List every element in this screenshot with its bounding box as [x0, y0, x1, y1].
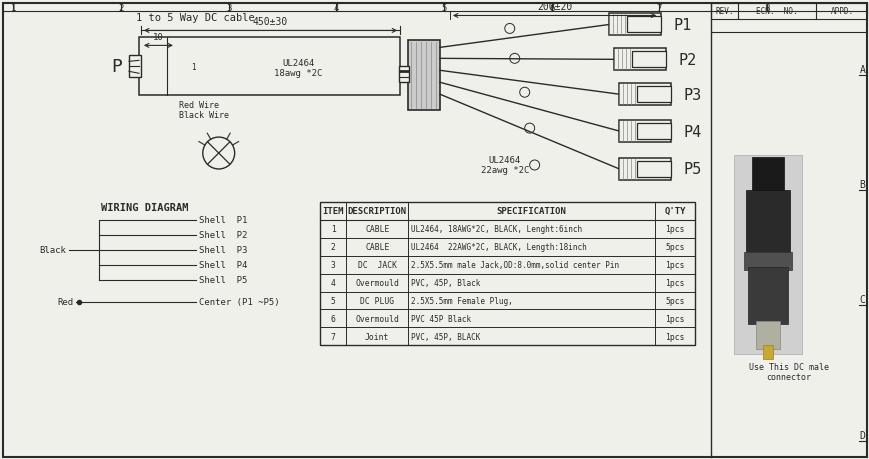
- Text: 3: 3: [226, 4, 231, 13]
- Text: PVC, 45P, Black: PVC, 45P, Black: [411, 279, 480, 287]
- Text: 3: 3: [330, 261, 335, 269]
- Bar: [755, 322, 779, 350]
- Text: 2.5X5.5mm male Jack,OD:8.0mm,solid center Pin: 2.5X5.5mm male Jack,OD:8.0mm,solid cente…: [411, 261, 619, 269]
- Bar: [762, 346, 772, 359]
- Text: 7: 7: [330, 332, 335, 341]
- Text: 1pcs: 1pcs: [665, 332, 684, 341]
- Text: 4: 4: [330, 279, 335, 287]
- Text: B: B: [859, 179, 865, 190]
- Text: P3: P3: [682, 88, 700, 102]
- Text: 1pcs: 1pcs: [665, 314, 684, 323]
- Text: 5pcs: 5pcs: [665, 297, 684, 305]
- Text: 450±30: 450±30: [253, 17, 288, 28]
- Text: WIRING DIAGRAM: WIRING DIAGRAM: [101, 202, 189, 213]
- Bar: [751, 157, 783, 193]
- Bar: [608, 14, 660, 36]
- Text: P4: P4: [682, 124, 700, 139]
- Text: SPECIFICATION: SPECIFICATION: [496, 207, 566, 216]
- Text: DESCRIPTION: DESCRIPTION: [348, 207, 407, 216]
- Bar: [619, 84, 671, 106]
- Text: Black Wire: Black Wire: [179, 111, 229, 120]
- Text: Red Wire: Red Wire: [179, 101, 219, 110]
- Text: Black: Black: [39, 246, 66, 255]
- Text: UL2464  22AWG*2C, BLACK, Length:18inch: UL2464 22AWG*2C, BLACK, Length:18inch: [411, 243, 587, 252]
- Bar: [637, 124, 671, 140]
- Bar: [619, 159, 671, 180]
- Text: A: A: [859, 65, 865, 75]
- Bar: [733, 156, 801, 354]
- Text: ECN.  NO.: ECN. NO.: [755, 7, 797, 17]
- Text: 7: 7: [656, 4, 661, 13]
- Text: 2.5X5.5mm Female Plug,: 2.5X5.5mm Female Plug,: [411, 297, 512, 305]
- Text: P5: P5: [682, 162, 700, 177]
- Text: PVC, 45P, BLACK: PVC, 45P, BLACK: [411, 332, 480, 341]
- Text: Shell  P1: Shell P1: [198, 216, 247, 225]
- Text: 1pcs: 1pcs: [665, 279, 684, 287]
- Bar: [637, 162, 671, 178]
- Text: P2: P2: [678, 53, 696, 67]
- Text: 6: 6: [548, 4, 554, 13]
- Text: 1: 1: [330, 225, 335, 234]
- Bar: [320, 202, 694, 346]
- Bar: [139, 38, 400, 96]
- Text: Overmould: Overmould: [355, 279, 399, 287]
- Bar: [408, 41, 440, 111]
- Text: Overmould: Overmould: [355, 314, 399, 323]
- Text: Use This DC male: Use This DC male: [748, 363, 828, 371]
- Text: DC PLUG: DC PLUG: [360, 297, 394, 305]
- Text: 8: 8: [763, 4, 769, 13]
- Text: Joint: Joint: [365, 332, 389, 341]
- Text: 2: 2: [118, 4, 123, 13]
- Text: REV.: REV.: [714, 7, 733, 17]
- Text: Shell  P3: Shell P3: [198, 246, 247, 255]
- Text: 1: 1: [10, 4, 16, 13]
- Bar: [745, 190, 789, 255]
- Text: ITEM: ITEM: [322, 207, 344, 216]
- Bar: [399, 67, 408, 83]
- Bar: [619, 121, 671, 143]
- Text: 4: 4: [333, 4, 339, 13]
- Text: connector: connector: [766, 372, 811, 381]
- Bar: [743, 252, 791, 270]
- Text: 1: 1: [191, 63, 196, 72]
- Text: P1: P1: [673, 18, 691, 33]
- Text: UL2464, 18AWG*2C, BLACK, Lenght:6inch: UL2464, 18AWG*2C, BLACK, Lenght:6inch: [411, 225, 581, 234]
- Text: 5: 5: [441, 4, 446, 13]
- Text: 5: 5: [330, 297, 335, 305]
- Text: 1pcs: 1pcs: [665, 225, 684, 234]
- Bar: [129, 56, 141, 78]
- Text: 10: 10: [152, 34, 163, 42]
- Text: PVC 45P Black: PVC 45P Black: [411, 314, 471, 323]
- Text: UL2464
22awg *2C: UL2464 22awg *2C: [480, 156, 528, 175]
- Text: C: C: [859, 294, 865, 304]
- Text: 2: 2: [330, 243, 335, 252]
- Text: P: P: [111, 58, 123, 76]
- Text: 6: 6: [330, 314, 335, 323]
- Text: 18awg *2C: 18awg *2C: [274, 69, 322, 78]
- Bar: [637, 87, 671, 103]
- Text: Shell  P5: Shell P5: [198, 275, 247, 285]
- Bar: [627, 17, 660, 34]
- Bar: [614, 49, 666, 71]
- Text: CABLE: CABLE: [365, 225, 389, 234]
- Text: Q'TY: Q'TY: [664, 207, 685, 216]
- Text: UL2464: UL2464: [282, 59, 315, 67]
- Text: APPD.: APPD.: [830, 7, 852, 17]
- Text: 5pcs: 5pcs: [665, 243, 684, 252]
- Text: Shell  P4: Shell P4: [198, 261, 247, 269]
- Text: 1pcs: 1pcs: [665, 261, 684, 269]
- Text: Center (P1 ~P5): Center (P1 ~P5): [198, 297, 279, 306]
- Bar: [632, 52, 666, 68]
- Text: D: D: [859, 430, 865, 440]
- Text: 1 to 5 Way DC cable: 1 to 5 Way DC cable: [136, 13, 255, 23]
- Bar: [747, 267, 787, 325]
- Text: 200±20: 200±20: [536, 2, 572, 12]
- Text: CABLE: CABLE: [365, 243, 389, 252]
- Text: Shell  P2: Shell P2: [198, 231, 247, 240]
- Text: DC  JACK: DC JACK: [357, 261, 396, 269]
- Text: Red: Red: [57, 297, 73, 306]
